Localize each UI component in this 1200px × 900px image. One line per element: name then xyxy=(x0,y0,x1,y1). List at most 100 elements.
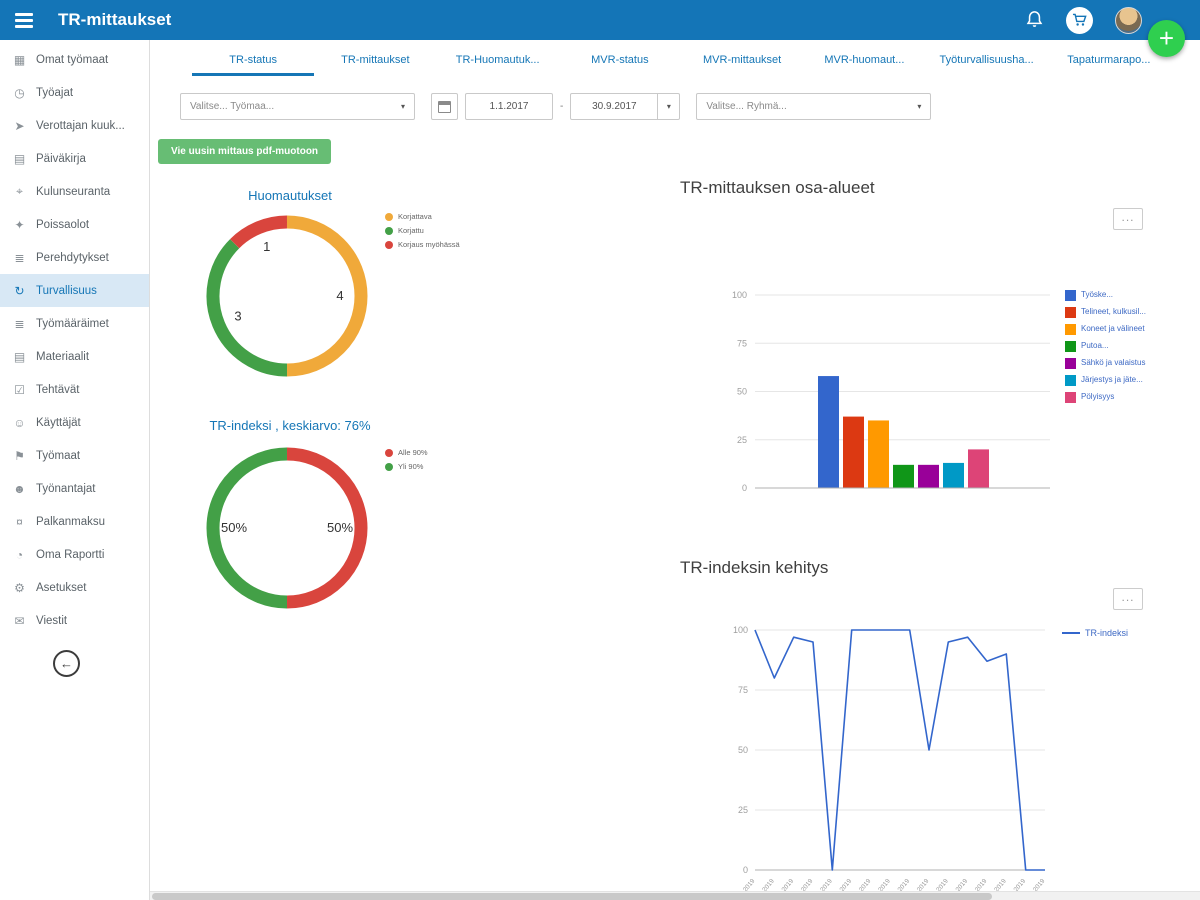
svg-text:100: 100 xyxy=(733,625,748,635)
worksite-select[interactable]: Valitse... Työmaa... ▾ xyxy=(180,93,415,120)
legend-swatch xyxy=(1065,307,1076,318)
legend-item: Telineet, kulkusil... xyxy=(1065,307,1170,318)
tab-mvr-mittaukset[interactable]: MVR-mittaukset xyxy=(703,54,782,66)
tr-indeksi-donut: 50% 50% xyxy=(206,447,368,609)
calendar-button[interactable] xyxy=(431,93,458,120)
svg-text:50: 50 xyxy=(737,387,747,397)
date-to-dropdown-button[interactable]: ▾ xyxy=(658,93,681,120)
sidebar-item-oma-raportti[interactable]: ◔ Oma Raportti xyxy=(0,538,149,571)
sidebar-item-label: Työajat xyxy=(36,86,74,99)
chevron-down-icon: ▾ xyxy=(400,102,405,111)
sidebar-item-label: Verottajan kuuk... xyxy=(36,119,125,132)
sidebar-item-label: Käyttäjät xyxy=(36,416,81,429)
tr-indeksi-chart-title[interactable]: TR-indeksi , keskiarvo: 76% xyxy=(209,418,371,433)
svg-text:25: 25 xyxy=(737,435,747,445)
svg-text:0: 0 xyxy=(742,483,747,493)
svg-text:25: 25 xyxy=(738,805,748,815)
sidebar-item-label: Työmaat xyxy=(36,449,81,462)
sidebar-item-työnantajat[interactable]: ☻ Työnantajat xyxy=(0,472,149,505)
sidebar-item-poissaolot[interactable]: ✦ Poissaolot xyxy=(0,208,149,241)
sidebar-item-perehdytykset[interactable]: ≣ Perehdytykset xyxy=(0,241,149,274)
legend-swatch xyxy=(385,241,393,249)
sidebar-item-omat-työmaat[interactable]: ▦ Omat työmaat xyxy=(0,43,149,76)
tax-report-icon: ➤ xyxy=(14,118,25,133)
huomautukset-chart-title[interactable]: Huomautukset xyxy=(248,188,332,203)
tab-tr-huomautuk[interactable]: TR-Huomautuk... xyxy=(455,54,540,66)
report-icon: ◔ xyxy=(15,547,24,562)
chevron-down-icon: ▾ xyxy=(917,102,922,111)
huomautukset-donut: 4 3 1 xyxy=(206,215,368,377)
sidebar-item-käyttäjät[interactable]: ☺ Käyttäjät xyxy=(0,406,149,439)
hamburger-menu-icon[interactable] xyxy=(0,0,52,40)
back-arrow-icon: ← xyxy=(60,656,73,671)
absence-icon: ✦ xyxy=(14,217,25,232)
tab-tapaturmarapo[interactable]: Tapaturmarapo... xyxy=(1067,54,1151,66)
kehitys-menu-button[interactable]: ... xyxy=(1113,588,1143,610)
tab-mvr-huomaut[interactable]: MVR-huomaut... xyxy=(824,54,905,66)
legend-item: Yli 90% xyxy=(385,462,428,471)
sidebar-item-tehtävät[interactable]: ☑ Tehtävät xyxy=(0,373,149,406)
group-select[interactable]: Valitse... Ryhmä... ▾ xyxy=(696,93,932,120)
sidebar-item-label: Omat työmaat xyxy=(36,53,109,66)
tab-bar: TR-status TR-mittaukset TR-Huomautuk... MVR… xyxy=(192,49,1170,76)
settings-icon: ⚙ xyxy=(14,580,25,595)
legend-item: Korjattu xyxy=(385,226,460,235)
sidebar: ▦ Omat työmaat ◷ Työajat ➤ Verottajan kuuk...… xyxy=(0,40,150,900)
sidebar-item-turvallisuus[interactable]: ↻ Turvallisuus xyxy=(0,274,149,307)
svg-text:100: 100 xyxy=(732,290,747,300)
sidebar-item-verottajan-kuuk[interactable]: ➤ Verottajan kuuk... xyxy=(0,109,149,142)
scrollbar-thumb[interactable] xyxy=(152,893,992,900)
sidebar-item-kulunseuranta[interactable]: ⌖ Kulunseuranta xyxy=(0,175,149,208)
sidebar-item-label: Asetukset xyxy=(36,581,87,594)
legend-swatch xyxy=(385,463,393,471)
osa-alueet-menu-button[interactable]: ... xyxy=(1113,208,1143,230)
notifications-bell-icon[interactable] xyxy=(1025,10,1044,30)
svg-text:1: 1 xyxy=(263,239,270,254)
sidebar-item-työajat[interactable]: ◷ Työajat xyxy=(0,76,149,109)
date-to-input[interactable]: 30.9.2017 xyxy=(570,93,659,120)
legend-item: Putoa... xyxy=(1065,341,1170,352)
legend-label: TR-indeksi xyxy=(1085,628,1129,638)
clock-icon: ◷ xyxy=(14,85,25,100)
legend-swatch xyxy=(1065,290,1076,301)
svg-text:50: 50 xyxy=(738,745,748,755)
kehitys-title: TR-indeksin kehitys xyxy=(680,558,829,577)
sidebar-item-label: Työmääräimet xyxy=(36,317,109,330)
legend-line-swatch xyxy=(1062,632,1080,635)
legend-label: Putoa... xyxy=(1081,341,1109,350)
tab-tr-status[interactable]: TR-status xyxy=(192,49,315,76)
sidebar-item-työmaat[interactable]: ⚑ Työmaat xyxy=(0,439,149,472)
svg-text:50%: 50% xyxy=(221,520,247,535)
diary-icon: ▤ xyxy=(13,151,26,166)
sidebar-item-asetukset[interactable]: ⚙ Asetukset xyxy=(0,571,149,604)
sidebar-item-työmääräimet[interactable]: ≣ Työmääräimet xyxy=(0,307,149,340)
sidebar-item-viestit[interactable]: ✉ Viestit xyxy=(0,604,149,637)
sidebar-item-label: Oma Raportti xyxy=(36,548,105,561)
date-from-input[interactable]: 1.1.2017 xyxy=(465,93,553,120)
user-avatar[interactable] xyxy=(1115,6,1142,34)
tab-tr-mittaukset[interactable]: TR-mittaukset xyxy=(341,54,410,66)
svg-text:0: 0 xyxy=(743,865,748,875)
sidebar-item-label: Turvallisuus xyxy=(36,284,97,297)
sites-icon: ⚑ xyxy=(14,448,25,463)
osa-alueet-title: TR-mittauksen osa-alueet xyxy=(680,178,875,197)
tab-työturvallisuusha[interactable]: Työturvallisuusha... xyxy=(939,54,1034,66)
export-pdf-button[interactable]: Vie uusin mittaus pdf-muotoon xyxy=(158,139,332,164)
legend-label: Järjestys ja jäte... xyxy=(1081,375,1143,384)
legend-item: Alle 90% xyxy=(385,448,428,457)
sidebar-item-materiaalit[interactable]: ▤ Materiaalit xyxy=(0,340,149,373)
sidebar-item-päiväkirja[interactable]: ▤ Päiväkirja xyxy=(0,142,149,175)
add-button[interactable]: + xyxy=(1148,20,1185,57)
svg-text:75: 75 xyxy=(737,338,747,348)
horizontal-scrollbar[interactable] xyxy=(150,891,1200,900)
legend-item: Pölyisyys xyxy=(1065,392,1170,403)
tab-mvr-status[interactable]: MVR-status xyxy=(591,54,649,66)
collapse-sidebar-button[interactable]: ← xyxy=(53,650,80,677)
legend-item: Korjattava xyxy=(385,212,460,221)
svg-text:50%: 50% xyxy=(327,520,353,535)
cart-button[interactable] xyxy=(1066,6,1093,34)
legend-swatch xyxy=(385,449,393,457)
location-icon: ⌖ xyxy=(16,184,23,198)
sidebar-item-palkanmaksu[interactable]: ¤ Palkanmaksu xyxy=(0,505,149,538)
